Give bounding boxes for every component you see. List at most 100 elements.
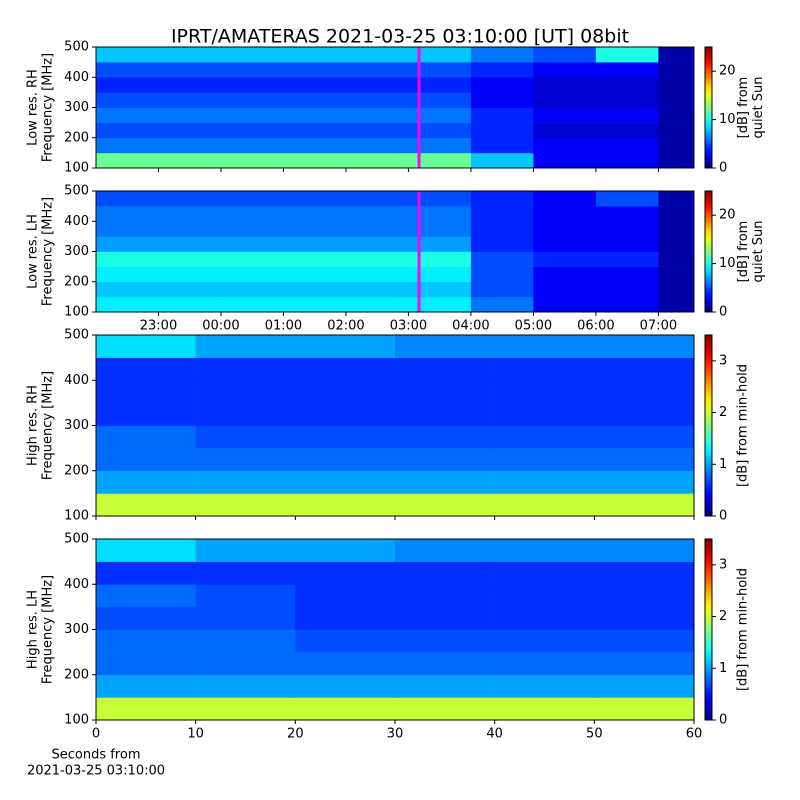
cell xyxy=(594,357,695,381)
x-tick-label: 30 xyxy=(387,727,404,742)
colorbar-label: [dB] from xyxy=(736,77,751,139)
cell xyxy=(594,606,695,630)
y-axis-label: Frequency [MHz] xyxy=(41,371,56,480)
cell xyxy=(96,47,159,63)
cell xyxy=(345,47,409,63)
cell xyxy=(408,122,472,139)
y-axis-label: Frequency [MHz] xyxy=(41,197,56,306)
colorbar-tick-label: 1 xyxy=(719,457,727,472)
cell xyxy=(220,221,284,237)
cell xyxy=(494,335,595,358)
cell xyxy=(220,77,284,93)
cell xyxy=(345,266,409,283)
cell xyxy=(195,380,296,404)
cell xyxy=(494,561,595,585)
cell xyxy=(494,402,595,426)
cell xyxy=(283,77,347,93)
cell xyxy=(395,402,495,426)
cell xyxy=(158,296,222,313)
cell xyxy=(395,448,495,472)
cell xyxy=(158,236,222,252)
cell xyxy=(96,281,159,298)
cell xyxy=(595,152,659,169)
cell xyxy=(283,62,347,78)
cell xyxy=(408,221,472,237)
cell xyxy=(595,47,659,63)
cell xyxy=(658,221,695,237)
cell xyxy=(595,251,659,267)
cell xyxy=(96,448,196,472)
cell xyxy=(658,77,695,93)
colorbar-tick-label: 20 xyxy=(719,64,736,79)
y-axis-label: High res. LH xyxy=(26,590,41,669)
cell xyxy=(96,674,196,698)
cell xyxy=(345,281,409,298)
cell xyxy=(96,251,159,267)
cell xyxy=(96,539,196,562)
cell xyxy=(96,206,159,222)
cell xyxy=(494,584,595,608)
x-tick-label: 01:00 xyxy=(265,319,302,334)
cell xyxy=(295,493,396,517)
colorbar-label: [dB] from min-hold xyxy=(736,364,751,487)
colorbar-tick-label: 20 xyxy=(719,208,736,223)
cell xyxy=(595,221,659,237)
cell xyxy=(470,77,534,93)
cell xyxy=(533,92,597,108)
colorbar-label: [dB] from xyxy=(736,221,751,283)
cell xyxy=(533,77,597,93)
cell xyxy=(96,425,196,449)
cell xyxy=(533,191,597,207)
cell xyxy=(494,380,595,404)
cell xyxy=(395,629,495,653)
cell xyxy=(470,47,534,63)
cell xyxy=(408,236,472,252)
cell xyxy=(220,266,284,283)
cell xyxy=(345,206,409,222)
cell xyxy=(220,137,284,154)
cell xyxy=(345,251,409,267)
cell xyxy=(158,137,222,154)
cell xyxy=(595,92,659,108)
cell xyxy=(220,251,284,267)
colorbar xyxy=(704,46,713,169)
x-tick-label: 20 xyxy=(287,727,304,742)
cell xyxy=(658,62,695,78)
cell xyxy=(96,380,196,404)
cell xyxy=(594,402,695,426)
y-tick-label: 300 xyxy=(64,244,89,259)
cell xyxy=(494,606,595,630)
cell xyxy=(595,107,659,123)
figure-title: IPRT/AMATERAS 2021-03-25 03:10:00 [UT] 0… xyxy=(171,26,629,48)
cell xyxy=(283,47,347,63)
y-tick-label: 400 xyxy=(64,70,89,85)
colorbar xyxy=(704,538,713,721)
cell xyxy=(395,470,495,494)
cell xyxy=(158,251,222,267)
y-axis-label: High res. RH xyxy=(26,385,41,466)
colorbar xyxy=(704,190,713,313)
cell xyxy=(595,281,659,298)
cell xyxy=(96,493,196,517)
cell xyxy=(533,296,597,313)
cell xyxy=(658,236,695,252)
cell xyxy=(658,281,695,298)
cell xyxy=(595,296,659,313)
y-axis-label: Low res. LH xyxy=(26,214,41,289)
cell xyxy=(408,296,472,313)
cell xyxy=(96,606,196,630)
cell xyxy=(494,539,595,562)
cell xyxy=(408,281,472,298)
y-tick-label: 300 xyxy=(64,418,89,433)
cell xyxy=(395,697,495,721)
cell xyxy=(658,47,695,63)
cell xyxy=(96,266,159,283)
cell xyxy=(408,137,472,154)
cell xyxy=(295,357,396,381)
cell xyxy=(283,251,347,267)
colorbar-tick-label: 2 xyxy=(719,405,727,420)
y-tick-label: 400 xyxy=(64,577,89,592)
cell xyxy=(283,191,347,207)
cell xyxy=(594,425,695,449)
cell xyxy=(470,281,534,298)
